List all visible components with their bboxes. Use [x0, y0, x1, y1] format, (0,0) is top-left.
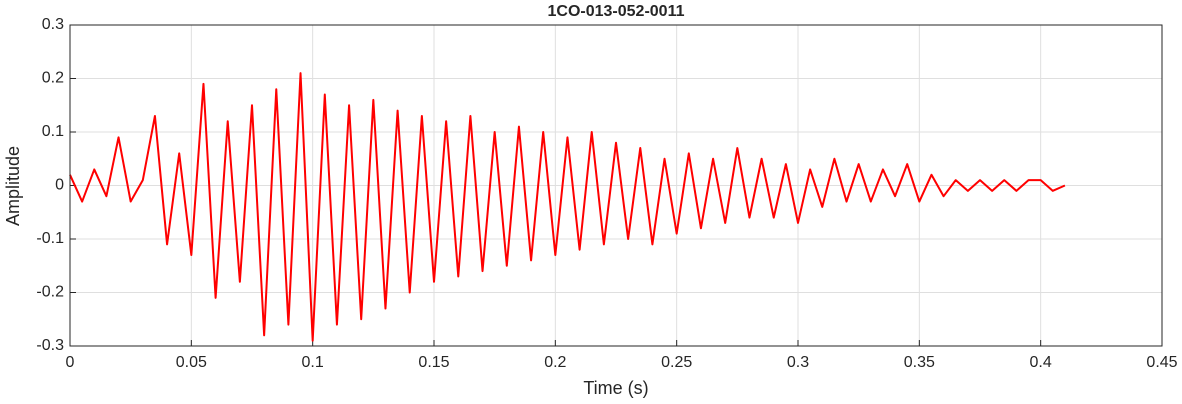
x-tick-label: 0.45: [1146, 354, 1177, 371]
x-tick-label: 0.2: [544, 354, 566, 371]
y-tick-label: -0.1: [36, 230, 64, 247]
x-tick-label: 0.25: [661, 354, 692, 371]
plot-frame: [69, 24, 1163, 347]
y-tick-label: 0: [55, 177, 64, 194]
x-tick-label: 0.4: [1030, 354, 1052, 371]
x-tick-label: 0.05: [176, 354, 207, 371]
y-tick-label: 0.2: [42, 70, 64, 87]
y-axis-label: Amplitude: [3, 146, 23, 226]
x-tick-label: 0.1: [302, 354, 324, 371]
y-tick-label: -0.3: [36, 337, 64, 354]
x-tick-label: 0.15: [418, 354, 449, 371]
waveform-line: [69, 72, 1066, 342]
chart-title: 1CO-013-052-0011: [548, 3, 685, 20]
x-tick-label: 0: [66, 354, 75, 371]
x-tick-label: 0.3: [787, 354, 809, 371]
y-tick-label: 0.3: [42, 16, 64, 33]
y-tick-label: -0.2: [36, 284, 64, 301]
x-tick-label: 0.35: [904, 354, 935, 371]
y-tick-label: 0.1: [42, 123, 64, 140]
x-axis-label: Time (s): [583, 378, 648, 398]
